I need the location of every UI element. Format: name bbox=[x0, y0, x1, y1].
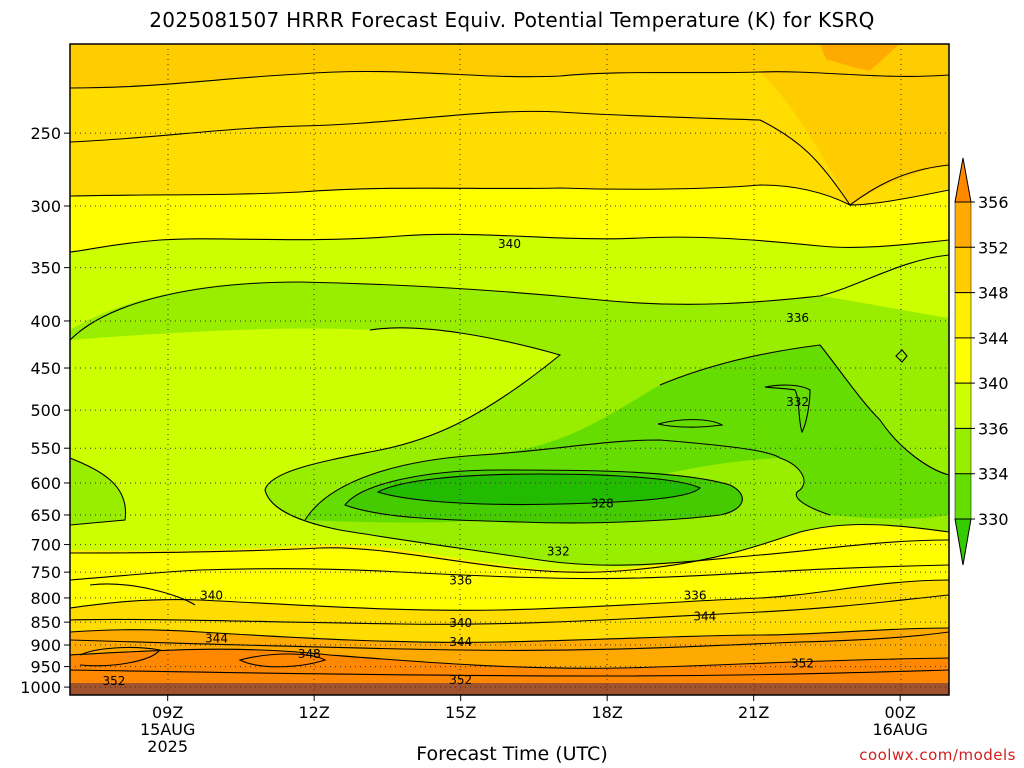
y-tick-label: 450 bbox=[30, 359, 61, 378]
colorbar-segment bbox=[954, 337, 972, 384]
surface-fill bbox=[70, 683, 949, 695]
y-axis: 250 300 350 400 450 500 550 600 650 700 750 800 850 9… bbox=[20, 124, 70, 697]
y-tick-label: 850 bbox=[30, 613, 61, 632]
y-tick-label: 600 bbox=[30, 474, 61, 493]
contour-label: 332 bbox=[547, 544, 570, 558]
y-tick-label: 1000 bbox=[20, 678, 61, 697]
x-tick-label: 18Z bbox=[592, 703, 623, 722]
contour-fill bbox=[70, 44, 949, 695]
fill-band-lower-yellow bbox=[70, 524, 949, 611]
contour-label: 340 bbox=[498, 237, 521, 251]
fill-band-328 bbox=[378, 474, 700, 505]
contour-label: 336 bbox=[786, 311, 809, 325]
contour-label: 340 bbox=[449, 616, 472, 630]
colorbar-label: 334 bbox=[978, 465, 1009, 484]
contour-label: 352 bbox=[449, 673, 472, 687]
y-tick-label: 700 bbox=[30, 536, 61, 555]
x-tick-label: 21Z bbox=[738, 703, 769, 722]
y-tick-label: 400 bbox=[30, 312, 61, 331]
y-tick-label: 500 bbox=[30, 401, 61, 420]
x-tick-label: 15AUG bbox=[140, 720, 195, 739]
y-tick-label: 550 bbox=[30, 439, 61, 458]
grid-lines bbox=[70, 44, 949, 695]
fill-left-blob bbox=[70, 458, 126, 525]
colorbar-top-arrow bbox=[954, 157, 972, 203]
fill-band-yellow bbox=[70, 185, 949, 252]
contour-label: 344 bbox=[693, 609, 716, 623]
y-tick-label: 750 bbox=[30, 563, 61, 582]
contour-label: 336 bbox=[684, 588, 707, 602]
colorbar-segment bbox=[954, 292, 972, 339]
colorbar-label: 348 bbox=[978, 284, 1009, 303]
y-tick-label: 900 bbox=[30, 636, 61, 655]
x-tick-label: 2025 bbox=[147, 737, 188, 756]
plot-frame bbox=[69, 43, 950, 696]
fill-band-lower-gold bbox=[70, 580, 949, 643]
fill-band-upper-orange bbox=[70, 44, 949, 88]
colorbar-label: 352 bbox=[978, 238, 1009, 257]
fill-orange-right bbox=[760, 60, 949, 205]
contour-labels: 340 336 332 328 332 336 336 340 340 344 344 344 348 3… bbox=[102, 237, 814, 688]
contour-label: 344 bbox=[449, 635, 472, 649]
colorbar-segment bbox=[954, 428, 972, 474]
y-tick-label: 650 bbox=[30, 506, 61, 525]
colorbar: 356 352 348 344 340 336 334 330 bbox=[954, 157, 1009, 566]
y-tick-label: 950 bbox=[30, 658, 61, 677]
contour-label: 328 bbox=[591, 497, 614, 511]
x-tick-label: 12Z bbox=[299, 703, 330, 722]
credit-link[interactable]: coolwx.com/models bbox=[859, 746, 1016, 764]
colorbar-label: 344 bbox=[978, 329, 1009, 348]
x-tick-label: 16AUG bbox=[872, 720, 927, 739]
y-tick-label: 800 bbox=[30, 589, 61, 608]
fill-band-upper-yellow bbox=[70, 71, 949, 206]
x-tick-label: 09Z bbox=[152, 703, 183, 722]
y-tick-label: 300 bbox=[30, 197, 61, 216]
colorbar-segment bbox=[954, 247, 972, 293]
contour-label: 336 bbox=[449, 574, 472, 588]
y-tick-label: 350 bbox=[30, 259, 61, 278]
contour-label: 348 bbox=[298, 647, 321, 661]
colorbar-label: 356 bbox=[978, 193, 1009, 212]
colorbar-bottom-arrow bbox=[954, 518, 972, 566]
contour-label: 340 bbox=[200, 588, 223, 602]
x-tick-label: 00Z bbox=[885, 703, 916, 722]
chart-title: 2025081507 HRRR Forecast Equiv. Potentia… bbox=[149, 8, 875, 32]
y-tick-label: 250 bbox=[30, 124, 61, 143]
contour-label: 352 bbox=[791, 657, 814, 671]
colorbar-segment bbox=[954, 382, 972, 429]
contour-label: 332 bbox=[786, 395, 809, 409]
contour-lines bbox=[70, 70, 949, 677]
colorbar-segment bbox=[954, 473, 972, 520]
x-axis-title: Forecast Time (UTC) bbox=[416, 743, 608, 765]
contour-label: 344 bbox=[205, 631, 228, 645]
colorbar-label: 340 bbox=[978, 374, 1009, 393]
colorbar-label: 330 bbox=[978, 510, 1009, 529]
colorbar-segment bbox=[954, 201, 972, 248]
contour-label: 352 bbox=[102, 674, 125, 688]
colorbar-label: 336 bbox=[978, 419, 1009, 438]
x-tick-label: 15Z bbox=[445, 703, 476, 722]
